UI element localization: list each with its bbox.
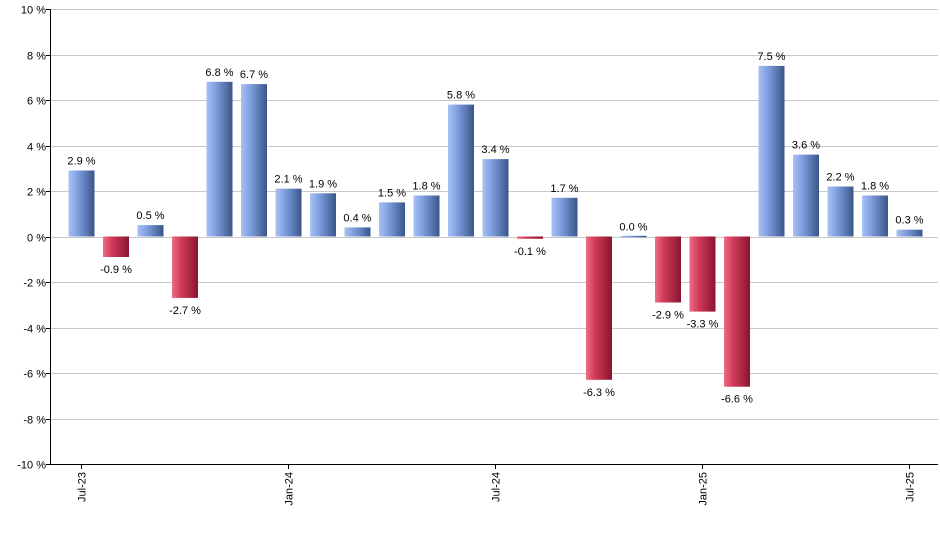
bar-jul-24	[482, 159, 509, 237]
y-tick-label: 4 %	[27, 142, 46, 154]
bar-dec-23	[241, 84, 267, 237]
bar-dec-24	[655, 236, 681, 303]
data-label: 1.8 %	[861, 181, 889, 193]
bar-feb-24	[310, 193, 336, 237]
y-tick-label: 8 %	[27, 51, 46, 63]
data-label: -6.3 %	[583, 387, 615, 399]
bar-apr-25	[793, 154, 819, 237]
bar-nov-23	[206, 81, 233, 237]
x-tick-label: Jul-23	[77, 472, 89, 502]
data-label: 6.7 %	[240, 69, 268, 81]
data-label: 2.9 %	[67, 156, 95, 168]
data-label: 0.5 %	[136, 210, 164, 222]
data-labels: 2.9 % -0.9 % 0.5 % -2.7 % 6.8 % 6.7 % 2.1 % 1.9…	[67, 51, 923, 406]
bar-may-25	[827, 186, 854, 237]
y-tick-label: 2 %	[27, 187, 46, 199]
data-label: 6.8 %	[205, 67, 233, 79]
y-tick-label: -10 %	[17, 460, 46, 472]
data-label: 1.9 %	[309, 178, 337, 190]
bar-sep-23	[137, 225, 164, 237]
bar-aug-23	[103, 236, 129, 257]
bar-jul-25	[896, 229, 923, 237]
bars	[68, 65, 923, 387]
bar-jun-25	[862, 195, 888, 237]
bar-mar-25	[758, 65, 785, 237]
y-tick-label: 0 %	[27, 233, 46, 245]
bar-oct-24	[586, 236, 612, 380]
data-label: 5.8 %	[447, 90, 475, 102]
y-tick-label: 6 %	[27, 96, 46, 108]
data-label: -6.6 %	[721, 394, 753, 406]
data-label: 2.2 %	[826, 172, 854, 184]
y-tick-label: -4 %	[23, 324, 46, 336]
data-label: 7.5 %	[757, 51, 785, 63]
data-label: 0.4 %	[343, 212, 371, 224]
bar-aug-24	[517, 236, 543, 239]
bar-jun-24	[448, 104, 474, 237]
data-label: 3.4 %	[481, 144, 509, 156]
y-axis-tick-labels: 10 % 8 % 6 % 4 % 2 % 0 % -2 % -4 % -6 % -8 % -10 %	[17, 5, 46, 472]
x-tick-label: Jan-25	[698, 472, 710, 506]
bar-apr-24	[379, 202, 405, 237]
data-label: 0.0 %	[619, 222, 647, 234]
bar-mar-24	[344, 227, 371, 237]
bar-may-24	[413, 195, 440, 237]
data-label: 1.7 %	[550, 183, 578, 195]
data-label: -2.7 %	[169, 305, 201, 317]
data-label: 0.3 %	[895, 215, 923, 227]
axes	[46, 9, 938, 469]
bar-feb-25	[724, 236, 750, 387]
x-axis-tick-labels: Jul-23 Jan-24 Jul-24 Jan-25 Jul-25	[77, 472, 917, 506]
y-tick-label: -8 %	[23, 415, 46, 427]
data-label: 3.6 %	[792, 140, 820, 152]
y-tick-label: 10 %	[21, 5, 46, 17]
data-label: -2.9 %	[652, 310, 684, 322]
y-tick-label: -2 %	[23, 278, 46, 290]
x-tick-label: Jul-25	[905, 472, 917, 502]
data-label: 1.5 %	[378, 187, 406, 199]
bar-sep-24	[551, 197, 578, 237]
data-label: -0.9 %	[100, 264, 132, 276]
bar-oct-23	[172, 236, 198, 298]
bar-jan-24	[275, 188, 302, 237]
bar-jan-25	[689, 236, 716, 312]
y-tick-label: -6 %	[23, 369, 46, 381]
x-tick-label: Jan-24	[284, 472, 296, 506]
bar-nov-24	[620, 235, 647, 238]
bar-jul-23	[68, 170, 95, 237]
x-tick-label: Jul-24	[491, 472, 503, 502]
data-label: 2.1 %	[274, 174, 302, 186]
data-label: -0.1 %	[514, 246, 546, 258]
data-label: 1.8 %	[412, 181, 440, 193]
data-label: -3.3 %	[687, 319, 719, 331]
